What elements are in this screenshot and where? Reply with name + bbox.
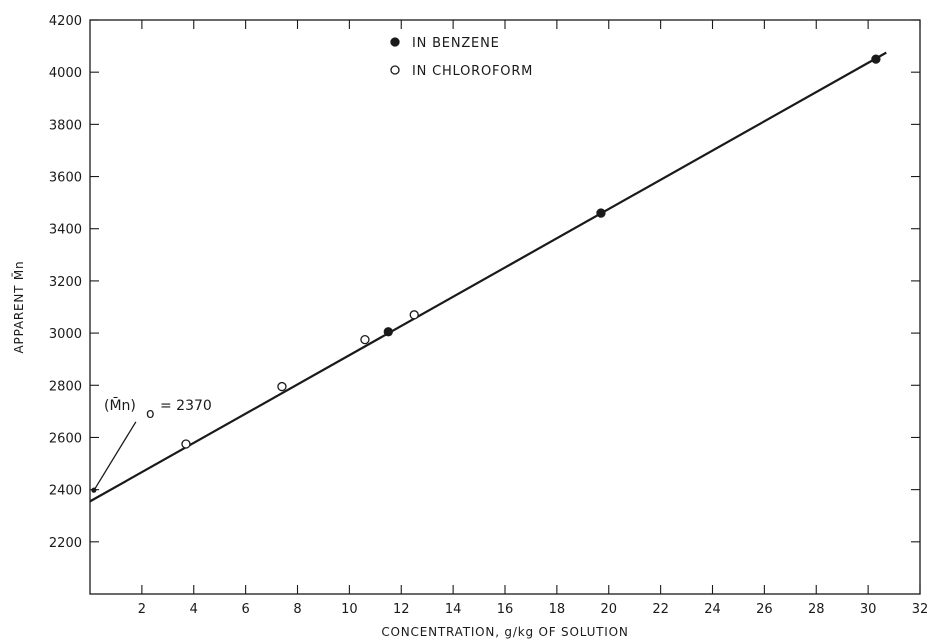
y-tick-label: 3000 <box>49 327 82 342</box>
intercept-marker <box>91 487 97 493</box>
legend: IN BENZENE IN CHLOROFORM <box>390 36 533 79</box>
y-tick-label: 3400 <box>49 223 82 238</box>
y-tick-label: 4000 <box>49 66 82 81</box>
benzene-point <box>596 208 606 218</box>
x-axis-title: CONCENTRATION, g/kg OF SOLUTION <box>381 625 628 639</box>
y-tick-label: 3600 <box>49 171 82 186</box>
fit-line <box>89 51 887 503</box>
x-tick-label: 32 <box>912 602 929 617</box>
chloroform-point <box>409 310 419 320</box>
x-tick-label: 2 <box>138 602 146 617</box>
x-tick-label: 16 <box>497 602 514 617</box>
annotation-label: (M̄n) <box>104 396 136 414</box>
fit-line-layer <box>89 51 887 503</box>
chloroform-point <box>181 439 191 449</box>
x-tick-label: 8 <box>293 602 301 617</box>
y-tick-label: 2600 <box>49 431 82 446</box>
y-tick-label: 2800 <box>49 379 82 394</box>
legend-label: IN BENZENE <box>412 36 500 51</box>
x-tick-label: 26 <box>756 602 773 617</box>
data-points-layer <box>91 54 881 493</box>
axes-layer <box>89 19 921 595</box>
x-tick-label: 14 <box>445 602 462 617</box>
annotation-leader-line <box>94 421 137 489</box>
ticks-layer: 2 4 6 8 10 12 14 16 18 20 22 24 26 28 30 32220024002600… <box>49 14 928 617</box>
x-tick-label: 10 <box>341 602 358 617</box>
y-tick-label: 3800 <box>49 118 82 133</box>
x-tick-label: 30 <box>860 602 877 617</box>
y-axis-title: APPARENT M̄n <box>12 261 26 354</box>
annotation-subscript: o <box>146 406 155 422</box>
legend-marker-chloroform <box>390 65 400 75</box>
benzene-point <box>383 327 393 337</box>
x-tick-label: 4 <box>190 602 198 617</box>
y-tick-label: 3200 <box>49 275 82 290</box>
y-tick-label: 4200 <box>49 14 82 29</box>
x-tick-label: 22 <box>652 602 669 617</box>
annotation-layer: (M̄n) o = 2370 <box>94 396 212 489</box>
legend-label: IN CHLOROFORM <box>412 64 533 79</box>
x-tick-label: 28 <box>808 602 825 617</box>
x-tick-label: 18 <box>549 602 566 617</box>
plot-frame <box>89 19 921 595</box>
y-tick-label: 2400 <box>49 484 82 499</box>
legend-marker-benzene <box>390 37 400 47</box>
axis-titles: CONCENTRATION, g/kg OF SOLUTION APPARENT… <box>12 261 628 639</box>
x-tick-label: 12 <box>393 602 410 617</box>
chloroform-point <box>277 381 287 392</box>
y-tick-label: 2200 <box>49 536 82 551</box>
x-tick-label: 24 <box>704 602 721 617</box>
annotation-value: = 2370 <box>160 398 212 414</box>
x-tick-label: 20 <box>600 602 617 617</box>
chloroform-point <box>360 334 370 345</box>
x-tick-label: 6 <box>241 602 249 617</box>
benzene-point <box>871 54 881 64</box>
